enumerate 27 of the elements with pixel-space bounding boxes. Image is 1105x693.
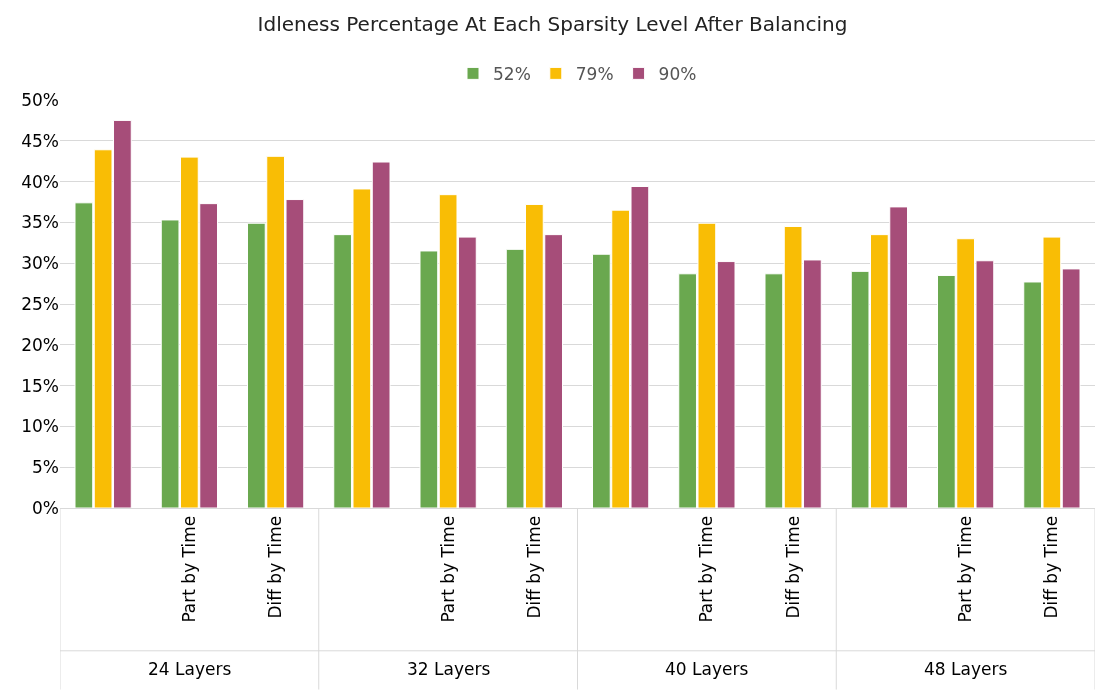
y-tick-label: 15% [21, 375, 59, 396]
legend-label: 52% [493, 64, 531, 85]
y-tick-label: 20% [21, 334, 59, 355]
text: 32 Layers [407, 659, 491, 679]
y-tick-label: 30% [21, 253, 59, 274]
x-tick-label: Part by Time [178, 515, 199, 623]
x-tick-label: Diff by Time [782, 515, 803, 619]
chart-title: Idleness Percentage At Each Sparsity Level After Balancing [257, 12, 848, 37]
y-tick-label: 25% [21, 293, 59, 314]
y-tick-label: 40% [21, 171, 59, 192]
legend-label: 79% [575, 64, 614, 85]
y-tick-label: 10% [21, 416, 59, 437]
x-tick-label: Diff by Time [265, 515, 286, 619]
legend-label: 90% [658, 64, 697, 85]
x-tick-label: Part by Time [955, 515, 976, 623]
text: 48 Layers [924, 659, 1008, 679]
text: 24 Layers [148, 659, 232, 679]
y-tick-label: 50% [21, 89, 59, 110]
x-tick-label: Diff by Time [1041, 515, 1062, 619]
text: 40 Layers [665, 659, 749, 679]
y-tick-label: 5% [32, 457, 59, 478]
y-tick-label: 0% [32, 497, 59, 518]
x-tick-label: Part by Time [437, 515, 458, 623]
y-tick-label: 35% [21, 212, 59, 233]
x-tick-label: Diff by Time [523, 515, 544, 619]
x-tick-label: Part by Time [696, 515, 717, 623]
y-tick-label: 45% [21, 130, 59, 151]
